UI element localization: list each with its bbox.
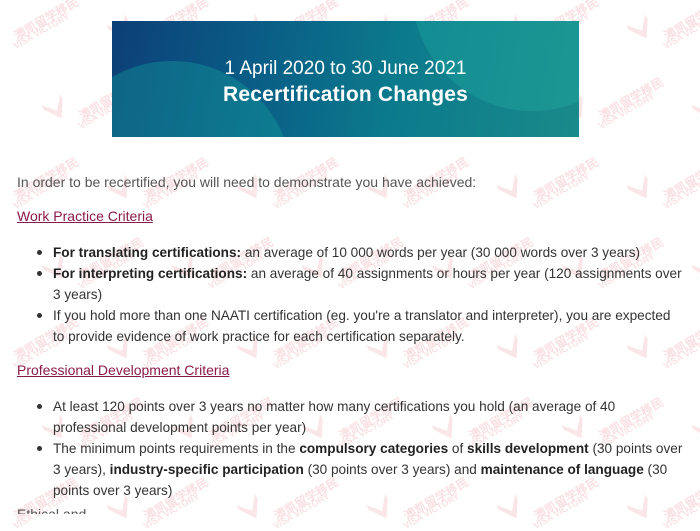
watermark-text: VISA VICTORY — [596, 90, 656, 132]
item-bold: industry-specific participation — [109, 462, 304, 477]
item-bold: compulsory categories — [299, 441, 449, 456]
watermark-text: 澳凯留学移民 — [661, 154, 700, 203]
watermark-logo — [691, 254, 700, 284]
cutoff-text: Ethical and — [17, 506, 87, 514]
item-text: (30 points over 3 years), — [53, 441, 683, 477]
item-text: At least 120 points over 3 years no matt… — [53, 399, 616, 435]
item-text: an average of 10 000 words per year (30 … — [241, 245, 641, 260]
watermark-logo — [0, 14, 6, 44]
banner-date-range: 1 April 2020 to 30 June 2021 — [224, 58, 467, 79]
watermark-text: 澳凯留学移民 — [596, 74, 666, 123]
professional-development-heading[interactable]: Professional Development Criteria — [17, 362, 230, 378]
banner-title: Recertification Changes — [223, 83, 468, 106]
item-text: of — [448, 441, 468, 456]
work-practice-list: For translating certifications: an avera… — [34, 242, 684, 347]
intro-text: In order to be recertified, you will nee… — [17, 174, 477, 190]
item-text: (30 points over 3 years) and — [303, 462, 481, 477]
list-item: At least 120 points over 3 years no matt… — [34, 396, 684, 438]
watermark-text: VISA VICTORY — [531, 170, 591, 212]
watermark-logo — [0, 174, 6, 204]
watermark-logo — [691, 414, 700, 444]
item-bold: skills development — [467, 441, 589, 456]
item-text: (30 points over 3 years) — [53, 462, 668, 498]
watermark-logo — [0, 334, 6, 364]
item-bold: For translating certifications: — [53, 245, 242, 260]
watermark-logo — [41, 94, 71, 124]
watermark-text: VISA VICTORY — [11, 10, 71, 52]
watermark-text: 澳凯留学移民 — [661, 0, 700, 43]
watermark-logo — [626, 14, 656, 44]
item-text: an average of 40 assignments or hours pe… — [53, 266, 682, 302]
list-item: For interpreting certifications: an aver… — [34, 263, 684, 305]
item-bold: maintenance of language — [480, 462, 644, 477]
watermark-logo — [626, 174, 656, 204]
watermark-text: 澳凯留学移民 — [531, 154, 601, 203]
professional-development-list: At least 120 points over 3 years no matt… — [34, 396, 684, 501]
item-text: If you hold more than one NAATI certific… — [53, 308, 671, 344]
watermark-text: 澳凯留学移民 — [11, 0, 81, 43]
list-item: The minimum points requirements in the c… — [34, 438, 684, 501]
watermark-logo — [691, 94, 700, 124]
list-item: If you hold more than one NAATI certific… — [34, 305, 684, 347]
watermark-text: VISA VICTORY — [661, 170, 700, 212]
watermark-logo — [496, 174, 526, 204]
item-text: The minimum points requirements in the — [53, 441, 300, 456]
watermark-text: VISA VICTORY — [661, 10, 700, 52]
work-practice-heading[interactable]: Work Practice Criteria — [17, 208, 153, 224]
watermark-logo — [0, 494, 6, 524]
banner: 1 April 2020 to 30 June 2021 Recertifica… — [112, 21, 579, 137]
item-bold: For interpreting certifications: — [53, 266, 248, 281]
list-item: For translating certifications: an avera… — [34, 242, 684, 263]
